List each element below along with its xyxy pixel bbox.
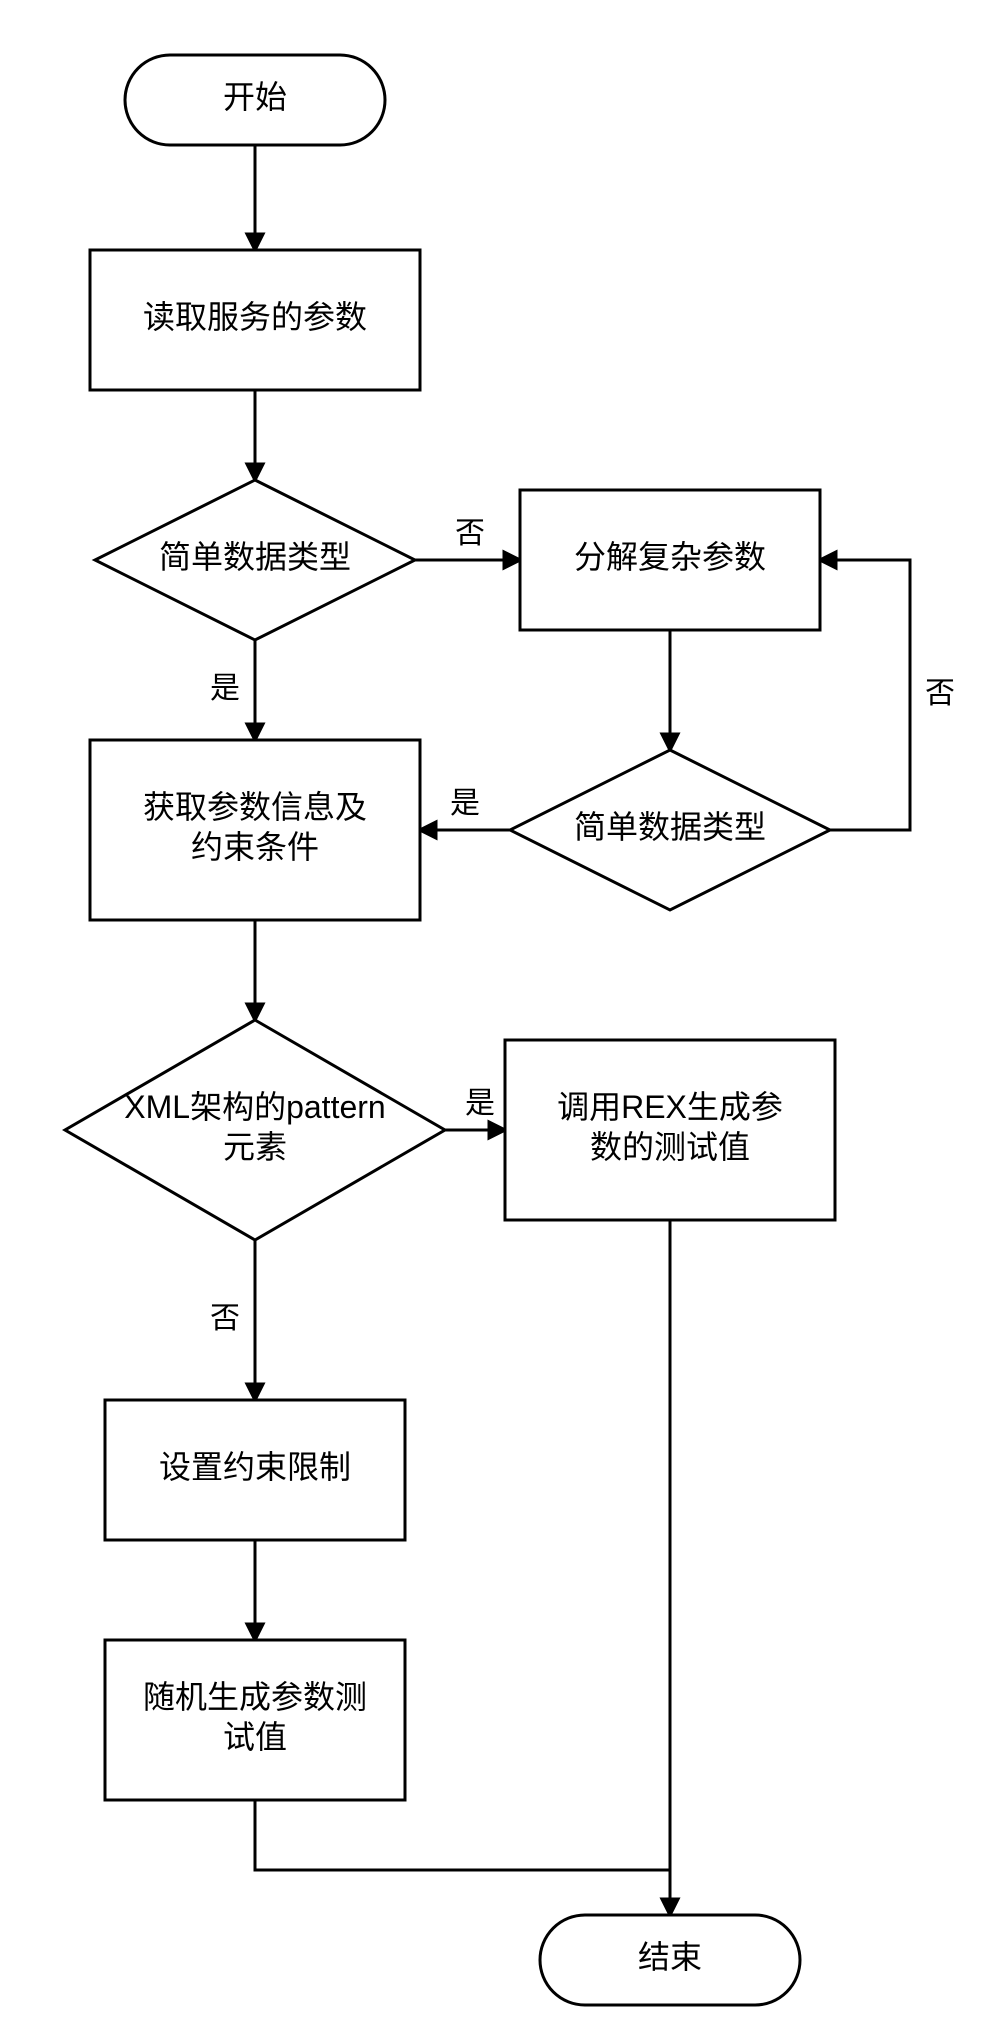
edge-label-e9: 是 [465, 1087, 495, 1120]
edge-label-e7: 否 [925, 677, 955, 710]
node-start: 开始 [125, 55, 385, 145]
edge-label-e10: 否 [210, 1302, 240, 1335]
edge-e7 [820, 560, 910, 830]
edge-label-e6: 是 [450, 787, 480, 820]
node-rex: 调用REX生成参数的测试值 [505, 1040, 835, 1220]
node-decomp: 分解复杂参数 [520, 490, 820, 630]
node-read: 读取服务的参数 [90, 250, 420, 390]
node-rand: 随机生成参数测试值 [105, 1640, 405, 1800]
node-end: 结束 [540, 1915, 800, 2005]
flowchart-canvas: 是否是否是否开始读取服务的参数简单数据类型分解复杂参数简单数据类型获取参数信息及… [0, 0, 987, 2021]
node-simple2: 简单数据类型 [510, 750, 830, 910]
node-simple1: 简单数据类型 [95, 480, 415, 640]
edge-label-e4: 否 [455, 517, 485, 550]
node-start-label: 开始 [223, 79, 287, 115]
node-read-label: 读取服务的参数 [143, 299, 367, 335]
node-setc-label: 设置约束限制 [159, 1449, 351, 1485]
node-end-label: 结束 [638, 1939, 702, 1975]
node-simple1-label: 简单数据类型 [159, 539, 351, 575]
node-getinfo: 获取参数信息及约束条件 [90, 740, 420, 920]
node-decomp-label: 分解复杂参数 [574, 539, 766, 575]
node-pattern: XML架构的pattern元素 [65, 1020, 445, 1240]
node-setc: 设置约束限制 [105, 1400, 405, 1540]
edge-e12 [255, 1800, 670, 1915]
node-simple2-label: 简单数据类型 [574, 809, 766, 845]
edge-label-e3: 是 [210, 672, 240, 705]
